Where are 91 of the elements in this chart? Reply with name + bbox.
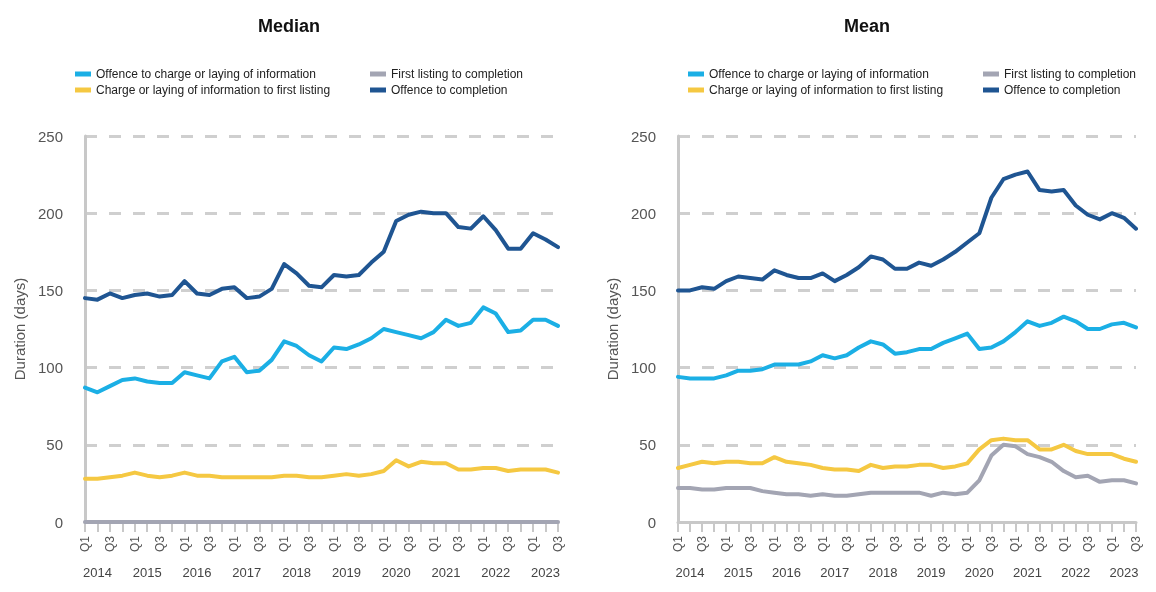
- text: 2020: [381, 564, 411, 580]
- x-tick-label: Q3: [451, 535, 466, 553]
- text: 2021: [431, 564, 461, 580]
- line-series: [83, 209, 560, 302]
- x-tick-label: Q3: [152, 535, 167, 553]
- x-tick-label: Q1: [1008, 535, 1023, 553]
- x-tick-label: Q1: [671, 535, 685, 553]
- chart-title: Mean: [843, 16, 891, 36]
- x-tick-label: Q3: [1129, 535, 1143, 553]
- y-tick-label: 100: [37, 359, 63, 377]
- y-tick-label: 0: [54, 513, 63, 531]
- text: 2019: [331, 564, 361, 580]
- x-tick-label: Q3: [984, 535, 999, 553]
- text: 2014: [82, 564, 112, 580]
- y-tick-label: 50: [639, 436, 656, 454]
- line-series: [676, 442, 1138, 498]
- y-tick-label: 200: [37, 204, 63, 222]
- x-tick-label: Q1: [326, 535, 341, 553]
- x-tick-label: Q1: [78, 535, 92, 553]
- y-tick-label: 150: [630, 281, 656, 299]
- legend-label: Offence to completion: [1004, 83, 1121, 97]
- x-tick-label: Q3: [351, 535, 366, 553]
- x-tick-label: Q1: [719, 535, 734, 553]
- x-tick-label: Q3: [252, 535, 267, 553]
- text: 2019: [916, 564, 946, 580]
- line-series: [676, 436, 1138, 474]
- text: 2023: [531, 564, 561, 580]
- y-tick-label: 50: [46, 436, 63, 454]
- y-tick-label: 250: [630, 127, 656, 145]
- text: 2022: [1061, 564, 1091, 580]
- line-series: [83, 305, 560, 395]
- text: 2014: [675, 564, 705, 580]
- text: 2017: [820, 564, 850, 580]
- line-series: [83, 458, 560, 481]
- x-tick-label: Q1: [376, 535, 391, 553]
- x-tick-label: Q1: [476, 535, 491, 553]
- legend-label: First listing to completion: [391, 67, 524, 81]
- x-tick-label: Q1: [426, 535, 441, 553]
- y-tick-label: 150: [37, 281, 63, 299]
- x-tick-label: Q1: [177, 535, 192, 553]
- y-axis-title: Duration (days): [11, 277, 29, 381]
- text: 2023: [1109, 564, 1139, 580]
- x-tick-label: Q3: [501, 535, 516, 553]
- line-series: [676, 314, 1138, 381]
- x-tick-label: Q3: [1080, 535, 1095, 553]
- x-tick-label: Q3: [695, 535, 710, 553]
- y-tick-label: 0: [647, 513, 656, 531]
- legend-label: First listing to completion: [1004, 67, 1137, 81]
- x-tick-label: Q1: [227, 535, 242, 553]
- x-tick-label: Q1: [1104, 535, 1119, 553]
- x-tick-label: Q1: [863, 535, 878, 553]
- y-tick-label: 100: [630, 359, 656, 377]
- legend-label: Offence to charge or laying of information: [709, 67, 929, 81]
- y-tick-label: 200: [630, 204, 656, 222]
- text: 2022: [481, 564, 511, 580]
- text: 2018: [282, 564, 312, 580]
- x-tick-label: Q1: [960, 535, 975, 553]
- text: 2017: [232, 564, 262, 580]
- x-tick-label: Q1: [526, 535, 541, 553]
- text: 2016: [772, 564, 801, 580]
- text: 2015: [132, 564, 162, 580]
- y-axis-title: Duration (days): [604, 277, 622, 381]
- x-tick-label: Q3: [401, 535, 416, 553]
- x-tick-label: Q3: [743, 535, 758, 553]
- x-tick-label: Q3: [202, 535, 217, 553]
- legend-label: Charge or laying of information to first listing: [709, 83, 944, 97]
- text: 2015: [723, 564, 753, 580]
- text: 2021: [1013, 564, 1042, 580]
- x-tick-label: Q3: [102, 535, 117, 553]
- x-tick-label: Q1: [277, 535, 292, 553]
- x-tick-label: Q1: [815, 535, 830, 553]
- y-tick-label: 250: [37, 127, 63, 145]
- text: 2018: [868, 564, 898, 580]
- x-tick-label: Q1: [1056, 535, 1071, 553]
- legend-label: Charge or laying of information to first listing: [96, 83, 331, 97]
- text: 2016: [182, 564, 212, 580]
- x-tick-label: Q3: [936, 535, 951, 553]
- x-tick-label: Q1: [767, 535, 782, 553]
- x-tick-label: Q3: [887, 535, 902, 553]
- chart-title: Median: [257, 16, 321, 36]
- x-tick-label: Q3: [302, 535, 317, 553]
- x-tick-label: Q1: [127, 535, 142, 553]
- x-tick-label: Q3: [1032, 535, 1047, 553]
- x-tick-label: Q3: [551, 535, 565, 553]
- x-tick-label: Q3: [839, 535, 854, 553]
- x-tick-label: Q3: [791, 535, 806, 553]
- text: 2020: [964, 564, 994, 580]
- line-series: [676, 169, 1138, 293]
- legend-label: Offence to charge or laying of information: [96, 67, 316, 81]
- x-tick-label: Q1: [912, 535, 927, 553]
- legend-label: Offence to completion: [391, 83, 508, 97]
